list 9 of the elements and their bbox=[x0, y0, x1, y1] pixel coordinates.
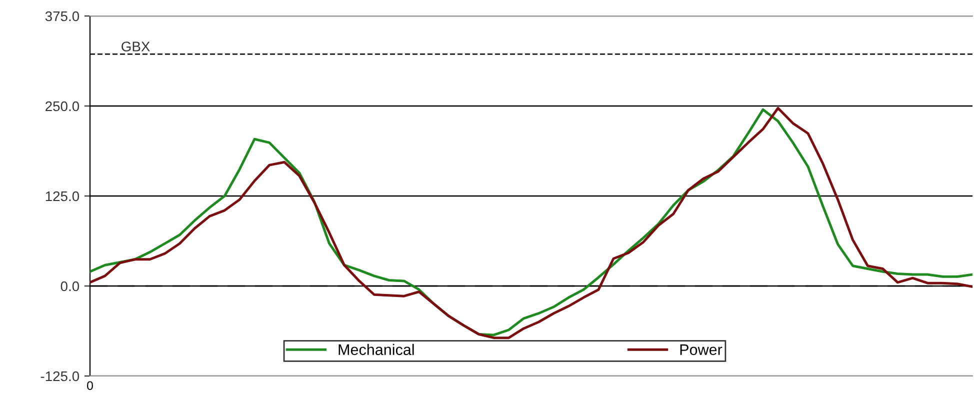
y-tick-label: -125.0 bbox=[40, 371, 80, 382]
x-tick-label: 0 bbox=[87, 381, 93, 390]
y-tick-label: 125.0 bbox=[46, 191, 80, 202]
y-tick-label: 375.0 bbox=[45, 11, 80, 22]
y-tick-label: 0.0 bbox=[60, 281, 80, 292]
legend-label: Power bbox=[680, 344, 722, 356]
legend-label: Mechanical bbox=[338, 344, 414, 356]
ref-line-label: GBX bbox=[122, 42, 150, 52]
y-tick-label: 250.0 bbox=[46, 101, 80, 112]
